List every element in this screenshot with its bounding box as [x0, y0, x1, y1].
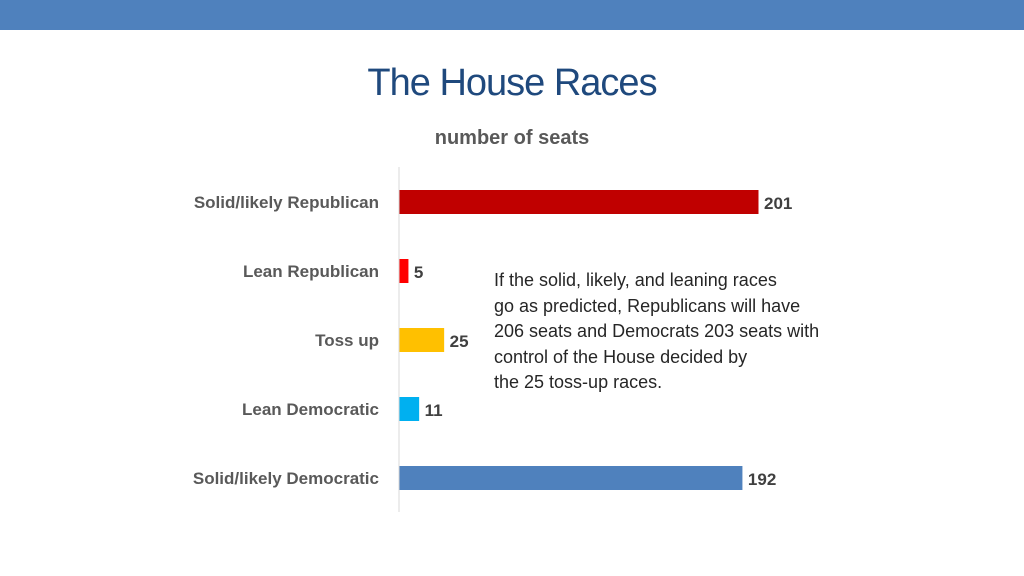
- category-label: Solid/likely Republican: [194, 193, 379, 212]
- data-label: 11: [425, 401, 443, 420]
- bar: [399, 466, 743, 490]
- top-banner: [0, 0, 1024, 30]
- data-label: 5: [414, 263, 423, 282]
- data-label: 201: [764, 194, 792, 213]
- annotation-line: 206 seats and Democrats 203 seats with: [494, 321, 820, 341]
- bar: [399, 397, 420, 421]
- annotation-note: If the solid, likely, and leaning races …: [494, 268, 874, 396]
- bar: [399, 190, 759, 214]
- annotation-line: go as predicted, Republicans will have: [494, 295, 801, 316]
- category-label: Lean Republican: [243, 262, 379, 281]
- category-label: Lean Democratic: [242, 400, 379, 419]
- bar: [399, 259, 409, 283]
- annotation-line: If the solid, likely, and leaning races: [494, 270, 777, 290]
- data-label: 192: [748, 470, 776, 489]
- annotation-line: the 25 toss-up races.: [494, 372, 663, 392]
- data-label: 25: [450, 332, 469, 351]
- category-label: Toss up: [315, 331, 379, 350]
- chart-subtitle: number of seats: [434, 127, 590, 149]
- chart-title: The House Races: [367, 62, 657, 104]
- bar: [399, 328, 445, 352]
- category-label: Solid/likely Democratic: [193, 469, 379, 488]
- annotation-line: control of the House decided by: [494, 346, 748, 367]
